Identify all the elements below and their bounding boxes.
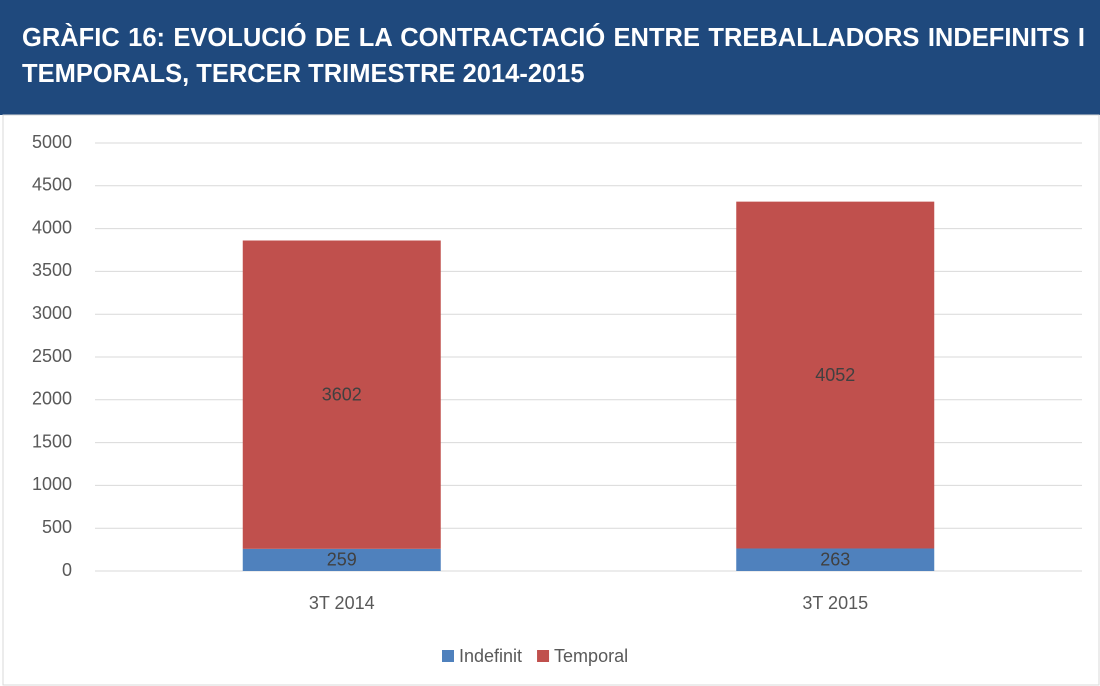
y-tick-label: 500 [42,517,72,537]
legend-swatch [442,650,454,662]
data-label: 263 [820,549,850,569]
x-tick-label: 3T 2014 [309,593,375,613]
chart-title: GRÀFIC 16: EVOLUCIÓ DE LA CONTRACTACIÓ E… [22,24,1085,88]
data-label: 4052 [815,365,855,385]
legend-label: Indefinit [459,646,522,666]
y-tick-label: 5000 [32,132,72,152]
y-tick-label: 4000 [32,217,72,237]
chart-border [2,114,1100,686]
legend-label: Temporal [554,646,628,666]
data-label: 259 [327,550,357,570]
y-tick-label: 2000 [32,389,72,409]
y-tick-label: 4500 [32,175,72,195]
data-label: 3602 [322,384,362,404]
y-tick-label: 3500 [32,260,72,280]
y-tick-label: 1500 [32,431,72,451]
bar-segment [736,548,935,571]
y-tick-label: 0 [62,560,72,580]
legend-swatch [537,650,550,662]
y-tick-label: 2500 [32,346,72,366]
header: GRÀFIC 16: EVOLUCIÓ DE LA CONTRACTACIÓ E… [0,0,1100,115]
x-tick-label: 3T 2015 [802,593,868,613]
bar-segment [242,548,441,571]
y-tick-label: 3000 [32,303,72,323]
bar-segment [242,240,441,549]
y-tick-label: 1000 [32,474,72,494]
bar-segment [736,201,935,549]
